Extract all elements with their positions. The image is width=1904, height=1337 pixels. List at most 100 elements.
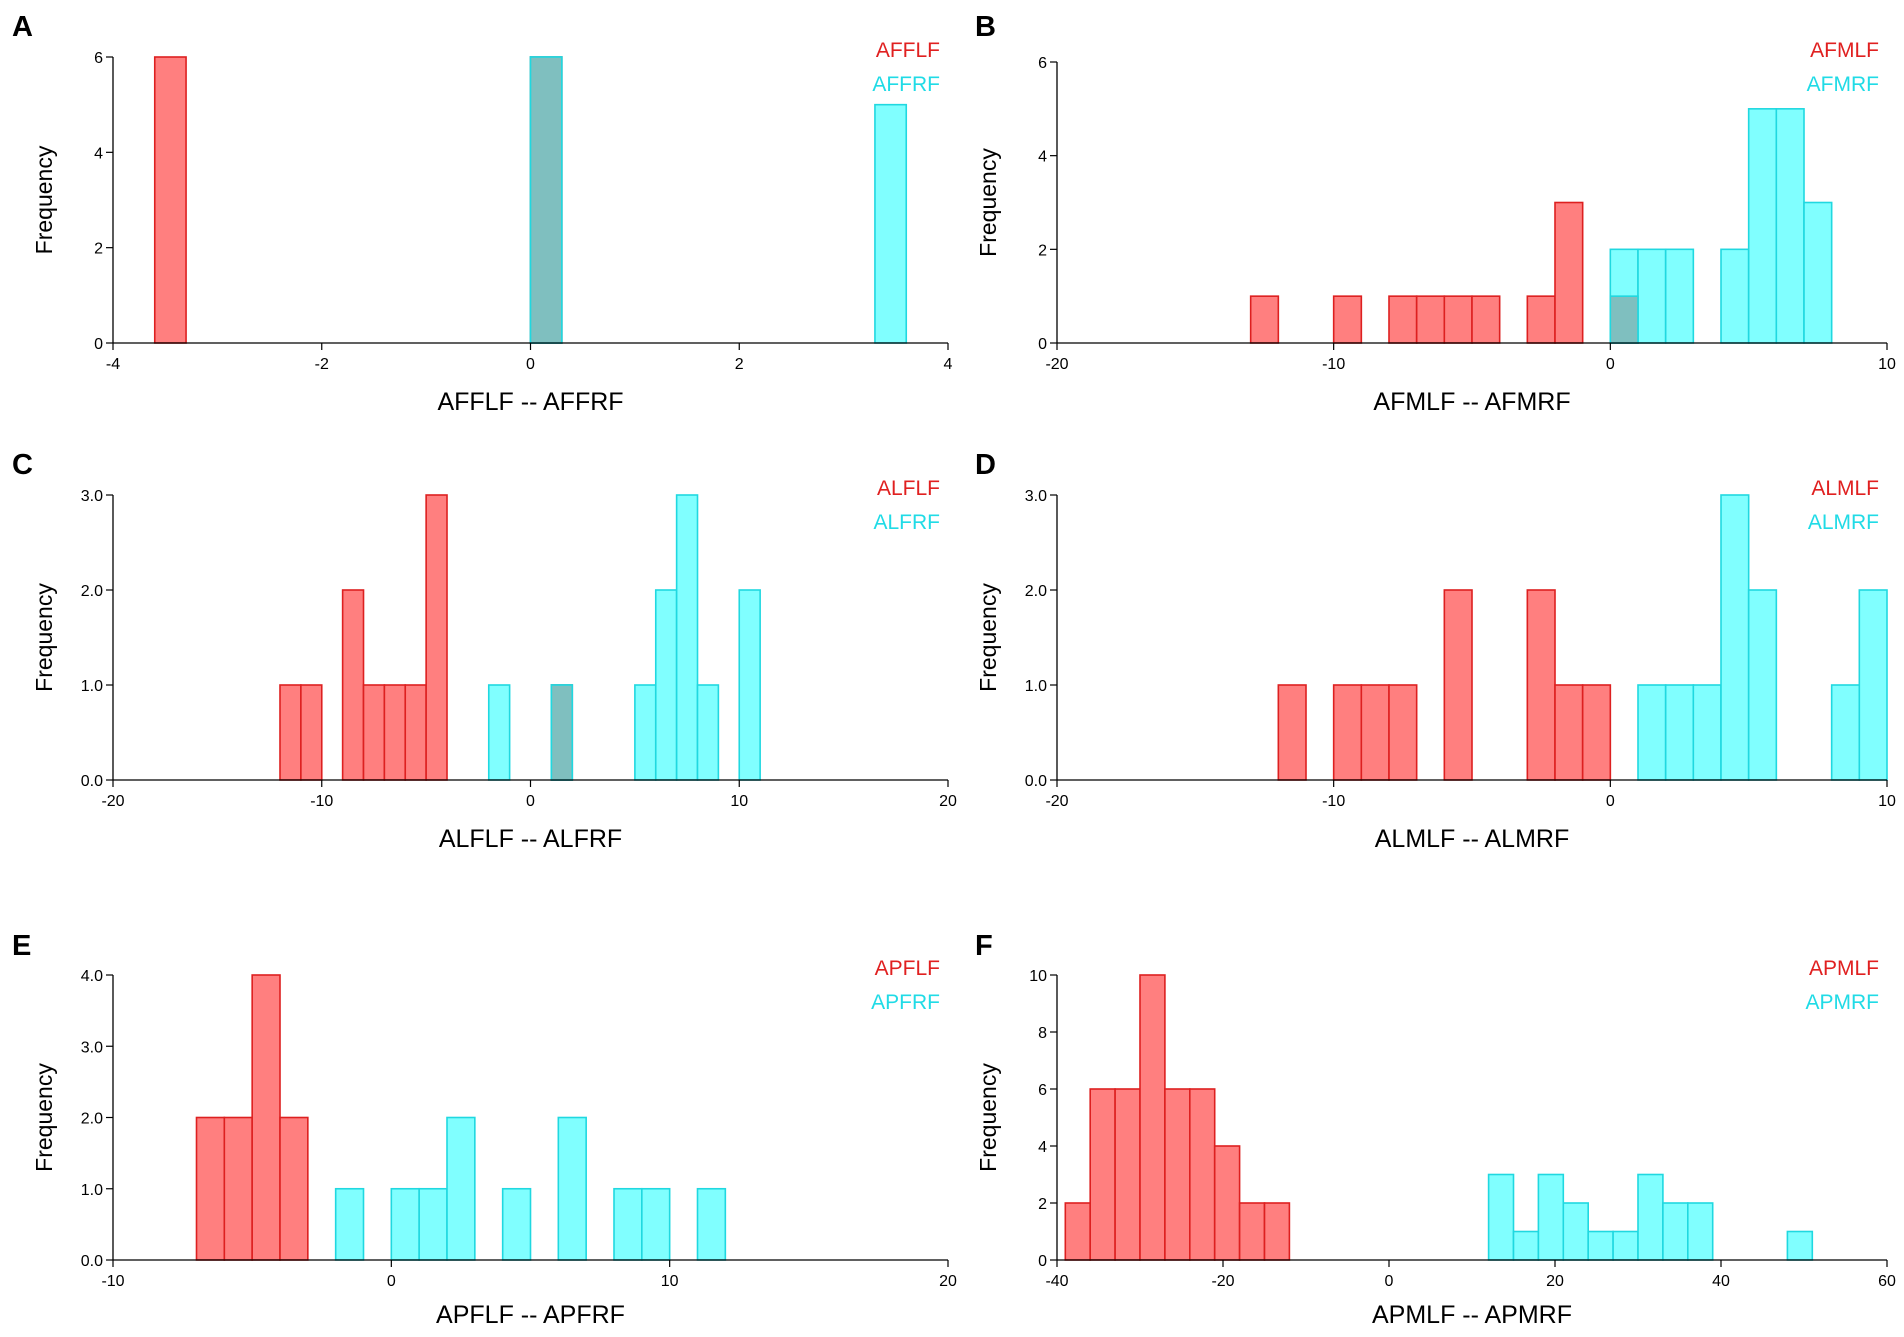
histogram-bar (1803, 201, 1833, 344)
histogram-bar (1720, 494, 1750, 781)
histogram-bar (501, 1187, 532, 1261)
x-tick-label: -10 (1322, 356, 1345, 373)
histogram-bar (1388, 295, 1418, 344)
x-tick-label: 10 (1878, 356, 1896, 373)
y-tick-label: 0.0 (1025, 773, 1047, 790)
histogram-bar (279, 684, 302, 781)
x-tick-label: 20 (939, 1273, 957, 1290)
histogram-bar (1443, 295, 1473, 344)
y-axis-label: Frequency (31, 145, 57, 254)
histogram-bar (1189, 1088, 1216, 1261)
histogram-bar (362, 684, 386, 781)
y-axis-label: Frequency (31, 583, 57, 692)
panel-letter: E (12, 930, 31, 962)
histogram-bar (153, 56, 187, 344)
y-tick-label: 1.0 (1025, 678, 1047, 695)
histogram-bar (1526, 295, 1556, 344)
histogram-bar (334, 1187, 365, 1261)
histogram-bar (1692, 684, 1722, 781)
histogram-bar (1263, 1202, 1291, 1261)
x-tick-label: -20 (1211, 1273, 1234, 1290)
histogram-bar (1581, 684, 1612, 781)
panel-e: E -10 0 10 20 0.0 1.0 2.0 3.0 4.0 Frequency APFLF -… (12, 930, 957, 1329)
histogram-bar (1114, 1088, 1141, 1261)
histogram-bar (1830, 684, 1861, 781)
x-tick-label: -4 (106, 356, 120, 373)
y-tick-label: 0 (1038, 336, 1047, 353)
y-tick-label: 4.0 (81, 968, 103, 985)
histogram-bar (300, 684, 323, 781)
panel-letter: A (12, 11, 33, 43)
legend-entry: ALFRF (873, 511, 940, 534)
x-tick-label: -10 (101, 1273, 124, 1290)
y-axis-label: Frequency (975, 583, 1001, 692)
y-tick-label: 4 (94, 145, 103, 162)
legend-entry: AFFLF (876, 39, 940, 62)
x-tick-label: -10 (310, 793, 333, 810)
legend-entry: APMRF (1806, 991, 1880, 1014)
y-tick-label: 8 (1038, 1025, 1047, 1042)
x-tick-label: 0 (1606, 793, 1615, 810)
y-tick-label: 2 (1038, 242, 1047, 259)
histogram-bar (1332, 684, 1363, 781)
histogram-bar (1164, 1088, 1191, 1261)
histogram-bar (1512, 1230, 1540, 1261)
histogram-bar (1487, 1173, 1515, 1261)
histogram-bar (1637, 248, 1667, 344)
y-tick-label: 6 (1038, 1082, 1047, 1099)
histogram-bar (1786, 1230, 1814, 1261)
y-tick-label: 0 (1038, 1253, 1047, 1270)
x-tick-label: 4 (944, 356, 953, 373)
x-tick-label: -20 (1045, 793, 1068, 810)
histogram-bar (1213, 1145, 1241, 1261)
histogram-bar (251, 974, 281, 1261)
x-tick-label: -40 (1045, 1273, 1068, 1290)
histogram-bar (1089, 1088, 1116, 1261)
histogram-bar (641, 1187, 671, 1261)
panel-f: F -40 -20 0 20 40 60 0 2 4 6 8 10 Frequency APMLF -- A… (975, 930, 1896, 1329)
panel-c: C -20 -10 0 10 20 0.0 1.0 2.0 3.0 Frequency ALFLF -… (12, 449, 957, 853)
histogram-bar (418, 1187, 448, 1261)
histogram-bar (223, 1116, 253, 1261)
histogram-bar (874, 103, 908, 344)
x-tick-label: 20 (1546, 1273, 1564, 1290)
y-tick-label: 0.0 (81, 773, 103, 790)
x-axis-label: APFLF -- APFRF (436, 1301, 625, 1329)
histogram-bar-overlap (550, 684, 574, 781)
x-tick-label: 0 (387, 1273, 396, 1290)
legend-entry: AFMRF (1807, 73, 1879, 96)
legend-entry: ALMRF (1808, 511, 1879, 534)
y-tick-label: 0 (94, 336, 103, 353)
histogram-bar (1720, 248, 1750, 344)
legend-entry: APFLF (875, 957, 940, 980)
histogram-bar (1664, 248, 1695, 344)
histogram-bar (1471, 295, 1501, 344)
y-tick-label: 2.0 (1025, 583, 1047, 600)
legend-entry: AFFRF (872, 73, 940, 96)
panel-b: B -20 -10 0 10 0 2 4 6 Frequency AFMLF -- AFMRF AFM… (975, 11, 1896, 416)
x-tick-label: -10 (1322, 793, 1345, 810)
legend-entry: ALFLF (877, 477, 940, 500)
histogram-bar (341, 589, 365, 781)
histogram-bar (1443, 589, 1473, 781)
legend-entry: AFMLF (1810, 39, 1879, 62)
x-tick-label: 0 (526, 793, 535, 810)
histogram-bar (1587, 1230, 1614, 1261)
y-tick-label: 4 (1038, 149, 1047, 166)
histogram-bar (1139, 974, 1166, 1261)
x-tick-label: 10 (730, 793, 748, 810)
histogram-bar (634, 684, 657, 781)
histogram-bar (390, 1187, 420, 1261)
y-tick-label: 1.0 (81, 678, 103, 695)
x-tick-label: 0 (1606, 356, 1615, 373)
x-axis-label: ALFLF -- ALFRF (439, 825, 622, 853)
histogram-bar (1415, 295, 1446, 344)
y-tick-label: 3.0 (81, 1039, 103, 1056)
x-tick-label: -2 (315, 356, 329, 373)
histogram-bar (1238, 1202, 1266, 1261)
y-tick-label: 10 (1029, 968, 1047, 985)
y-tick-label: 3.0 (81, 488, 103, 505)
histogram-bar (404, 684, 427, 781)
